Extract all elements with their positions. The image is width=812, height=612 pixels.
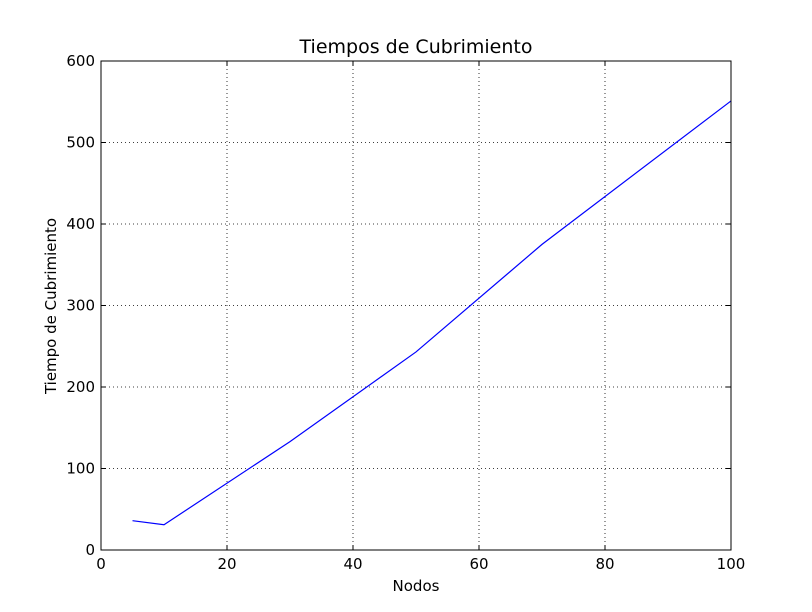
tick-marks [100,60,732,551]
x-tick-label: 100 [717,555,746,573]
chart-title: Tiempos de Cubrimiento [299,36,533,58]
x-tick-label: 40 [343,555,362,573]
y-tick-label: 600 [66,52,95,70]
grid-lines [101,61,731,550]
x-axis-title: Nodos [393,577,440,595]
y-tick-labels: 0 100 200 300 400 500 600 [66,52,95,559]
x-tick-label: 60 [469,555,488,573]
y-axis-title: Tiempo de Cubrimiento [42,218,60,395]
series-group [132,100,732,526]
x-tick-label: 0 [96,555,106,573]
x-tick-label: 20 [217,555,236,573]
x-tick-label: 80 [595,555,614,573]
series-line [132,100,732,526]
y-tick-label: 0 [85,541,95,559]
y-tick-label: 100 [66,460,95,478]
y-tick-label: 500 [66,134,95,152]
y-tick-label: 400 [66,215,95,233]
y-tick-label: 200 [66,378,95,396]
y-tick-label: 300 [66,297,95,315]
x-tick-labels: 0 20 40 60 80 100 [96,555,745,573]
plot-background [101,61,731,550]
